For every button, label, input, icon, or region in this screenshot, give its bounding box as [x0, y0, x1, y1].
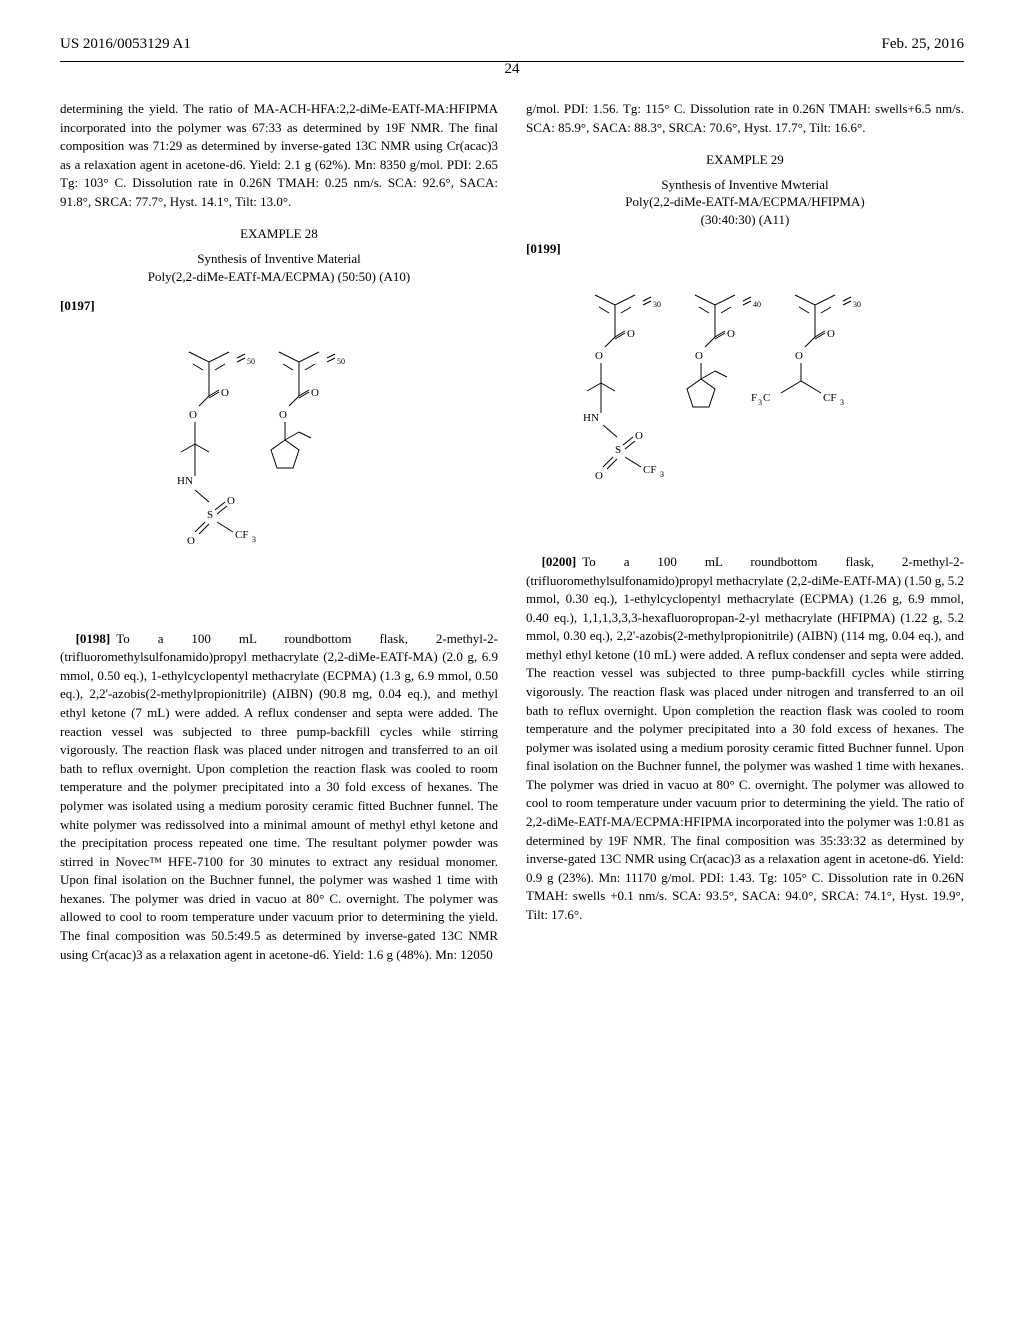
svg-text:S: S — [207, 509, 213, 521]
svg-text:O: O — [635, 430, 643, 442]
publication-date: Feb. 25, 2016 — [882, 36, 965, 53]
svg-text:O: O — [695, 350, 703, 362]
chemical-structure-a11: 30 40 30 O O HN — [526, 275, 964, 525]
svg-text:CF: CF — [643, 464, 656, 476]
svg-text:30: 30 — [853, 300, 861, 309]
example-29-title-line1: Synthesis of Inventive Mwterial — [661, 177, 828, 192]
example-29-header: EXAMPLE 29 — [526, 151, 964, 170]
svg-text:O: O — [221, 387, 229, 399]
example-28-header: EXAMPLE 28 — [60, 225, 498, 244]
svg-text:O: O — [227, 495, 235, 507]
para-0198-num: [0198] — [76, 631, 111, 646]
svg-text:O: O — [311, 387, 319, 399]
chemical-structure-a10: 50 50 O O HN S — [60, 332, 498, 602]
svg-text:O: O — [595, 470, 603, 482]
svg-text:HN: HN — [583, 412, 599, 424]
svg-text:HN: HN — [177, 475, 193, 487]
svg-text:O: O — [627, 328, 635, 340]
svg-text:O: O — [279, 409, 287, 421]
patent-number: US 2016/0053129 A1 — [60, 36, 191, 53]
svg-text:O: O — [189, 409, 197, 421]
para-0200-text: To a 100 mL roundbottom flask, 2-methyl-… — [526, 554, 964, 922]
para-0200: [0200]To a 100 mL roundbottom flask, 2-m… — [526, 553, 964, 925]
svg-text:3: 3 — [758, 398, 762, 407]
right-column: g/mol. PDI: 1.56. Tg: 115° C. Dissolutio… — [526, 100, 964, 978]
svg-text:O: O — [795, 350, 803, 362]
para-0198: [0198]To a 100 mL roundbottom flask, 2-m… — [60, 630, 498, 964]
para-0199: [0199] — [526, 240, 964, 259]
para-0197: [0197] — [60, 297, 498, 316]
two-column-body: determining the yield. The ratio of MA-A… — [60, 100, 964, 978]
svg-text:CF: CF — [823, 392, 836, 404]
example-29-title: Synthesis of Inventive Mwterial Poly(2,2… — [526, 176, 964, 229]
right-continuation-para: g/mol. PDI: 1.56. Tg: 115° C. Dissolutio… — [526, 100, 964, 137]
svg-text:S: S — [615, 444, 621, 456]
svg-text:3: 3 — [252, 535, 256, 544]
left-continuation-para: determining the yield. The ratio of MA-A… — [60, 100, 498, 211]
svg-text:40: 40 — [753, 300, 761, 309]
svg-text:C: C — [763, 392, 770, 404]
svg-text:30: 30 — [653, 300, 661, 309]
svg-text:3: 3 — [840, 398, 844, 407]
svg-text:O: O — [595, 350, 603, 362]
page-number: 24 — [505, 61, 520, 78]
svg-text:3: 3 — [660, 470, 664, 479]
para-0198-text: To a 100 mL roundbottom flask, 2-methyl-… — [60, 631, 498, 962]
svg-text:O: O — [187, 535, 195, 547]
example-28-title-line1: Synthesis of Inventive Material — [197, 251, 361, 266]
example-28-title: Synthesis of Inventive Material Poly(2,2… — [60, 250, 498, 285]
svg-text:CF: CF — [235, 529, 248, 541]
para-0199-num: [0199] — [526, 241, 561, 256]
svg-text:F: F — [751, 392, 757, 404]
svg-text:50: 50 — [247, 357, 255, 366]
para-0197-num: [0197] — [60, 298, 95, 313]
example-29-title-line3: (30:40:30) (A11) — [701, 212, 790, 227]
example-29-title-line2: Poly(2,2-diMe-EATf-MA/ECPMA/HFIPMA) — [625, 194, 864, 209]
svg-text:50: 50 — [337, 357, 345, 366]
left-column: determining the yield. The ratio of MA-A… — [60, 100, 498, 978]
svg-text:O: O — [827, 328, 835, 340]
example-28-title-line2: Poly(2,2-diMe-EATf-MA/ECPMA) (50:50) (A1… — [148, 269, 411, 284]
para-0200-num: [0200] — [542, 554, 577, 569]
svg-text:O: O — [727, 328, 735, 340]
